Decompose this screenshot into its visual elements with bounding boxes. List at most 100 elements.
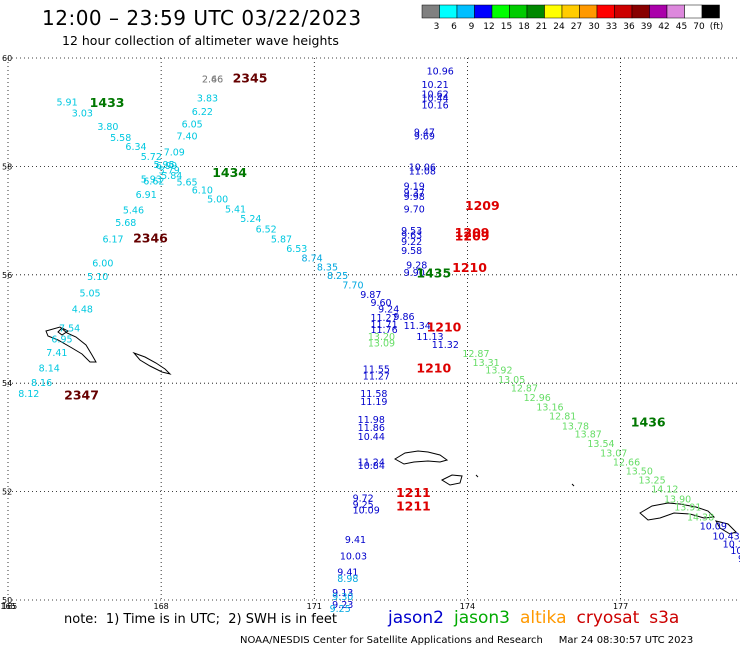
colorbar-swatch [561, 4, 580, 19]
y-tick-label: 56 [2, 271, 12, 280]
wave-height-value: 13.50 [626, 466, 653, 477]
wave-height-value: 13.78 [562, 421, 589, 432]
colorbar-label: 70 [693, 22, 705, 32]
wave-height-value: 11.34 [404, 321, 431, 332]
wave-height-value: 3.83 [197, 93, 218, 104]
wave-height-value: 11.27 [363, 371, 390, 382]
wave-height-value: 5.79 [159, 165, 180, 176]
wave-height-value: 9.23 [332, 600, 353, 611]
wave-height-value: 12.96 [524, 393, 551, 404]
wave-height-value: 12.66 [613, 458, 640, 469]
mission-legend-item: cryosat [576, 608, 640, 628]
coastline-island [714, 520, 737, 535]
y-tick-label: 52 [2, 488, 12, 497]
wave-height-value: 5.41 [225, 204, 246, 215]
colorbar-label: 15 [501, 22, 512, 32]
wave-height-value: 9.25 [353, 500, 374, 511]
colorbar-label: 36 [623, 22, 635, 32]
wave-height-value: 7.70 [342, 280, 363, 291]
chart-subtitle: 12 hour collection of altimeter wave hei… [62, 33, 339, 48]
wave-height-value: 9.98 [404, 192, 425, 203]
wave-height-value: 5.84 [161, 171, 182, 182]
wave-height-value: 11.19 [360, 397, 387, 408]
wave-height-value: 9.41 [345, 535, 366, 546]
wave-height-value: 6.52 [256, 225, 277, 236]
colorbar-swatch [649, 4, 668, 19]
time-marker: 1435 [416, 266, 451, 281]
time-marker: 1436 [631, 415, 666, 430]
colorbar-swatch [614, 4, 633, 19]
wave-height-value: 11.55 [363, 364, 390, 375]
wave-height-value: 9.72 [353, 493, 374, 504]
colorbar-swatch [596, 4, 615, 19]
y-tick-label: 60 [2, 54, 12, 63]
wave-height-value: 13.09 [368, 338, 395, 349]
wave-height-value: 3.80 [97, 122, 118, 133]
colorbar-label: 24 [553, 22, 565, 32]
time-marker: 2347 [64, 387, 99, 402]
wave-height-value: 7.09 [164, 148, 185, 159]
wave-height-value: 7.41 [46, 348, 67, 359]
wave-height-value: 11.76 [370, 325, 397, 336]
wave-height-value: 10.47 [730, 546, 740, 557]
wave-height-value: 12.81 [549, 412, 576, 423]
wave-height-value: 5.05 [79, 288, 100, 299]
mission-legend-item: jason3 [454, 608, 510, 628]
colorbar-label: 27 [571, 22, 582, 32]
x-tick-label: 165 [2, 602, 17, 611]
chart-title: 12:00 – 23:59 UTC 03/22/2023 [42, 6, 362, 30]
wave-height-value: 11.58 [360, 389, 387, 400]
coastline-island [45, 326, 97, 363]
x-tick-label: 168 [154, 602, 169, 611]
mission-legend-item: s3a [649, 608, 680, 628]
wave-height-value: 3.03 [72, 109, 93, 120]
wave-height-value: 9.30 [332, 592, 353, 603]
x-tick-label: 177 [613, 602, 628, 611]
wave-height-value: 4.48 [72, 305, 93, 316]
wave-height-values: 2.462.66 3.83 6.226.057.40 7.09 6.99 6.62 6.91… [18, 66, 740, 615]
colorbar-swatch [701, 4, 720, 19]
colorbar-label: 18 [518, 22, 530, 32]
colorbar-label: 45 [676, 22, 687, 32]
wave-height-value: 9.70 [404, 204, 425, 215]
time-marker: 1211 [396, 485, 431, 500]
time-markers: 1433143414351436234523462347120912091209… [64, 70, 666, 513]
colorbar-label: 12 [483, 22, 494, 32]
time-marker: 1433 [90, 95, 125, 110]
coastline-island [394, 450, 449, 465]
coastline-island [571, 483, 575, 487]
y-tick-label: 58 [2, 162, 12, 171]
wave-height-value: 9.63 [738, 554, 740, 565]
wave-height-value: 9.24 [378, 305, 399, 316]
x-tick-label: 165 [0, 602, 15, 611]
colorbar-swatch [474, 4, 493, 19]
wave-height-value: 10.21 [421, 80, 448, 91]
wave-height-value: 5.00 [207, 195, 228, 206]
wave-height-value: 13.54 [587, 439, 614, 450]
wave-height-value: 13.31 [473, 358, 500, 369]
wave-height-value: 10.84 [358, 461, 385, 472]
wave-height-value: 13.16 [536, 402, 563, 413]
wave-height-value: 6.53 [286, 244, 307, 255]
wave-height-value: 5.91 [56, 98, 77, 109]
wave-height-value: 9.86 [393, 312, 414, 323]
wave-height-value: 6.10 [192, 186, 213, 197]
wave-height-value: 11.13 [416, 332, 443, 343]
wave-height-value: 8.98 [337, 574, 358, 585]
wave-height-value: 10.09 [353, 505, 380, 516]
coastline-island [57, 327, 69, 336]
wave-height-value: 9.87 [360, 290, 381, 301]
wave-height-value: 11.86 [358, 423, 385, 434]
wave-height-value: 12.87 [462, 349, 489, 360]
wave-height-value: 9.58 [401, 246, 422, 257]
time-marker: 1209 [455, 229, 490, 244]
coastline-island [132, 351, 172, 375]
wave-height-value: 5.65 [176, 177, 197, 188]
wave-height-value: 5.95 [153, 160, 174, 171]
colorbar-swatch [439, 4, 458, 19]
time-marker: 1209 [455, 225, 490, 240]
time-marker: 1210 [427, 320, 462, 335]
wave-height-value: 11.08 [409, 167, 436, 178]
y-tick-label: 54 [2, 379, 12, 388]
